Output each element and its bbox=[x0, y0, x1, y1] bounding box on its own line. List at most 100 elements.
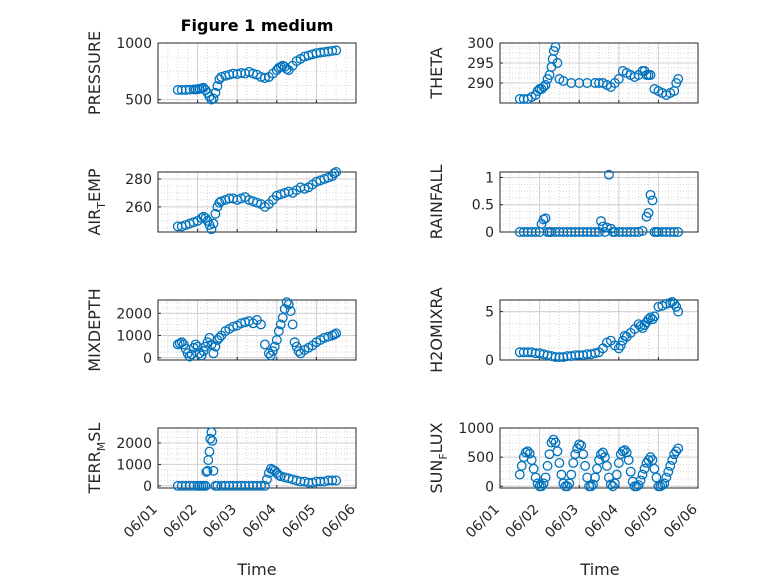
data-point bbox=[212, 480, 223, 491]
data-point bbox=[240, 480, 251, 491]
data-point bbox=[228, 480, 239, 491]
data-point bbox=[269, 341, 280, 352]
data-point bbox=[546, 62, 557, 72]
x-tick-label: 06/01 bbox=[121, 502, 161, 542]
data-point bbox=[236, 480, 247, 491]
data-point bbox=[524, 448, 535, 459]
axes-frame bbox=[157, 299, 357, 361]
data-point bbox=[556, 469, 567, 480]
axes-frame bbox=[157, 171, 357, 233]
y-tick-label: 2000 bbox=[116, 306, 152, 322]
data-point bbox=[530, 227, 541, 237]
data-point bbox=[562, 481, 573, 492]
y-tick-label: 500 bbox=[125, 93, 152, 109]
data-point bbox=[558, 227, 569, 237]
data-point bbox=[669, 298, 680, 309]
data-point bbox=[208, 465, 219, 476]
data-point bbox=[633, 227, 644, 237]
data-point bbox=[180, 84, 191, 95]
data-point bbox=[259, 73, 270, 84]
data-point bbox=[329, 168, 340, 179]
data-point bbox=[582, 78, 593, 88]
data-point bbox=[645, 189, 656, 200]
data-point bbox=[574, 439, 585, 450]
data-point bbox=[207, 435, 218, 446]
data-point bbox=[188, 480, 199, 491]
data-point bbox=[661, 298, 672, 309]
data-point bbox=[275, 61, 286, 72]
data-point bbox=[590, 78, 600, 88]
data-point bbox=[613, 74, 624, 84]
subplot-pressure: 500 1000 PRESSURE bbox=[85, 31, 357, 115]
data-point bbox=[327, 475, 338, 486]
data-point bbox=[673, 443, 684, 454]
data-point bbox=[570, 227, 581, 237]
data-point bbox=[613, 227, 624, 237]
subplot-air-temp: 260 280 AIRTEMP bbox=[85, 167, 357, 236]
data-point bbox=[203, 455, 214, 466]
data-point bbox=[200, 480, 211, 491]
y-tick-label: 1000 bbox=[116, 329, 152, 345]
data-point bbox=[275, 319, 286, 330]
y-tick-label: 0 bbox=[143, 351, 152, 367]
data-point bbox=[184, 351, 195, 362]
data-point bbox=[562, 227, 573, 237]
data-point bbox=[566, 469, 577, 480]
data-point bbox=[214, 197, 225, 208]
x-tick-label: 06/02 bbox=[503, 502, 543, 542]
data-point bbox=[578, 227, 589, 237]
data-point bbox=[206, 427, 217, 438]
data-point bbox=[520, 447, 531, 458]
data-point bbox=[261, 474, 272, 485]
y-tick-label: 1000 bbox=[116, 457, 152, 473]
data-point bbox=[208, 348, 219, 359]
data-point bbox=[609, 227, 620, 237]
axes-frame bbox=[499, 42, 699, 104]
data-point bbox=[201, 466, 212, 477]
data-point bbox=[259, 339, 270, 350]
data-point bbox=[514, 347, 525, 358]
data-point bbox=[214, 332, 225, 343]
data-point bbox=[311, 476, 322, 487]
data-point bbox=[172, 85, 183, 95]
data-point bbox=[570, 449, 581, 460]
axes-frame bbox=[499, 299, 699, 361]
y-tick-label: 5 bbox=[485, 305, 494, 321]
data-point bbox=[615, 340, 626, 351]
data-point bbox=[522, 227, 533, 237]
data-point bbox=[224, 480, 235, 491]
data-point bbox=[647, 314, 658, 325]
data-point bbox=[228, 68, 239, 79]
data-point bbox=[568, 458, 579, 468]
data-point bbox=[574, 227, 585, 237]
data-point bbox=[613, 343, 624, 354]
data-point bbox=[252, 480, 262, 491]
data-point bbox=[190, 339, 201, 350]
data-point bbox=[649, 463, 660, 474]
data-point bbox=[540, 472, 551, 483]
data-point bbox=[637, 225, 648, 236]
data-point bbox=[538, 478, 549, 489]
data-point bbox=[220, 480, 231, 491]
data-point bbox=[651, 472, 662, 483]
data-point bbox=[542, 460, 553, 471]
y-tick-label: 0.5 bbox=[472, 198, 494, 214]
y-tick-label: 1 bbox=[485, 170, 494, 186]
data-point bbox=[546, 437, 557, 448]
x-tick-label: 06/03 bbox=[200, 502, 240, 542]
data-point bbox=[619, 445, 630, 456]
data-point bbox=[603, 169, 614, 180]
data-point bbox=[548, 434, 559, 445]
data-point bbox=[665, 227, 676, 237]
data-point bbox=[289, 337, 300, 348]
y-tick-label: 1000 bbox=[458, 421, 494, 437]
data-point bbox=[625, 466, 636, 477]
data-point bbox=[649, 311, 660, 322]
subplot-h2omixra: 0 5 H2OMIXRA bbox=[427, 287, 699, 373]
data-point bbox=[232, 480, 243, 491]
axes-frame bbox=[499, 427, 699, 489]
data-point bbox=[566, 78, 577, 88]
data-point bbox=[204, 446, 215, 457]
